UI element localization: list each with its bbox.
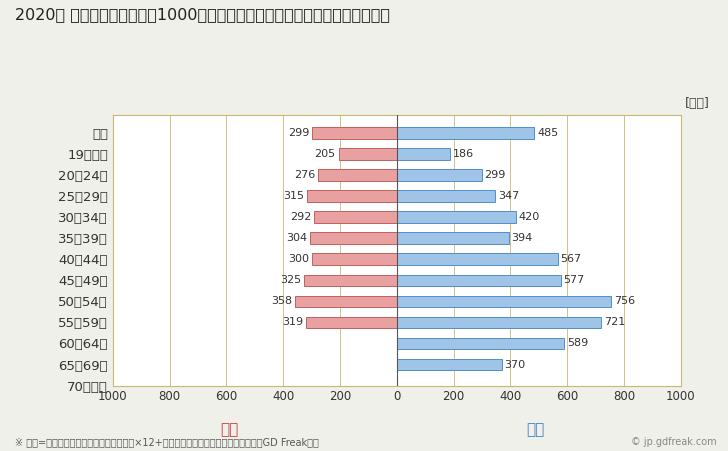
Bar — [397, 295, 612, 307]
Text: 756: 756 — [614, 296, 636, 306]
Text: 394: 394 — [512, 233, 533, 243]
Text: 276: 276 — [294, 170, 315, 180]
Text: 205: 205 — [314, 149, 336, 159]
Text: 186: 186 — [452, 149, 473, 159]
Text: 370: 370 — [505, 359, 526, 369]
Text: 358: 358 — [271, 296, 292, 306]
Text: 325: 325 — [280, 275, 301, 285]
Text: 299: 299 — [288, 128, 309, 138]
Text: 485: 485 — [537, 128, 558, 138]
Text: © jp.gdfreak.com: © jp.gdfreak.com — [631, 437, 717, 447]
Bar — [306, 317, 397, 328]
Text: 299: 299 — [485, 170, 506, 180]
Text: 男性: 男性 — [526, 422, 545, 437]
Bar — [397, 212, 516, 223]
Text: 319: 319 — [282, 318, 304, 327]
Bar — [312, 127, 397, 139]
Text: 420: 420 — [519, 212, 540, 222]
Bar — [397, 253, 558, 265]
Text: 315: 315 — [283, 191, 304, 201]
Bar — [397, 169, 482, 181]
Bar — [295, 295, 397, 307]
Bar — [314, 212, 397, 223]
Bar — [397, 275, 561, 286]
Bar — [339, 148, 397, 160]
Text: 292: 292 — [290, 212, 311, 222]
Bar — [397, 317, 601, 328]
Bar — [318, 169, 397, 181]
Text: 女性: 女性 — [220, 422, 239, 437]
Bar — [397, 232, 509, 244]
Text: 300: 300 — [288, 254, 309, 264]
Text: 2020年 民間企業（従業者数1000人以上）フルタイム労働者の男女別平均年収: 2020年 民間企業（従業者数1000人以上）フルタイム労働者の男女別平均年収 — [15, 7, 389, 22]
Bar — [310, 232, 397, 244]
Bar — [397, 190, 495, 202]
Text: 589: 589 — [567, 339, 588, 349]
Text: 567: 567 — [561, 254, 582, 264]
Text: 347: 347 — [498, 191, 519, 201]
Text: 304: 304 — [287, 233, 308, 243]
Bar — [307, 190, 397, 202]
Text: 721: 721 — [604, 318, 625, 327]
Bar — [397, 338, 564, 349]
Bar — [312, 253, 397, 265]
Bar — [397, 359, 502, 370]
Text: [万円]: [万円] — [685, 97, 710, 110]
Text: ※ 年収=「きまって支給する現金給与額」×12+「年間賞与その他特別給与額」としてGD Freak推計: ※ 年収=「きまって支給する現金給与額」×12+「年間賞与その他特別給与額」とし… — [15, 437, 318, 447]
Text: 577: 577 — [563, 275, 585, 285]
Bar — [397, 127, 534, 139]
Bar — [304, 275, 397, 286]
Bar — [397, 148, 450, 160]
